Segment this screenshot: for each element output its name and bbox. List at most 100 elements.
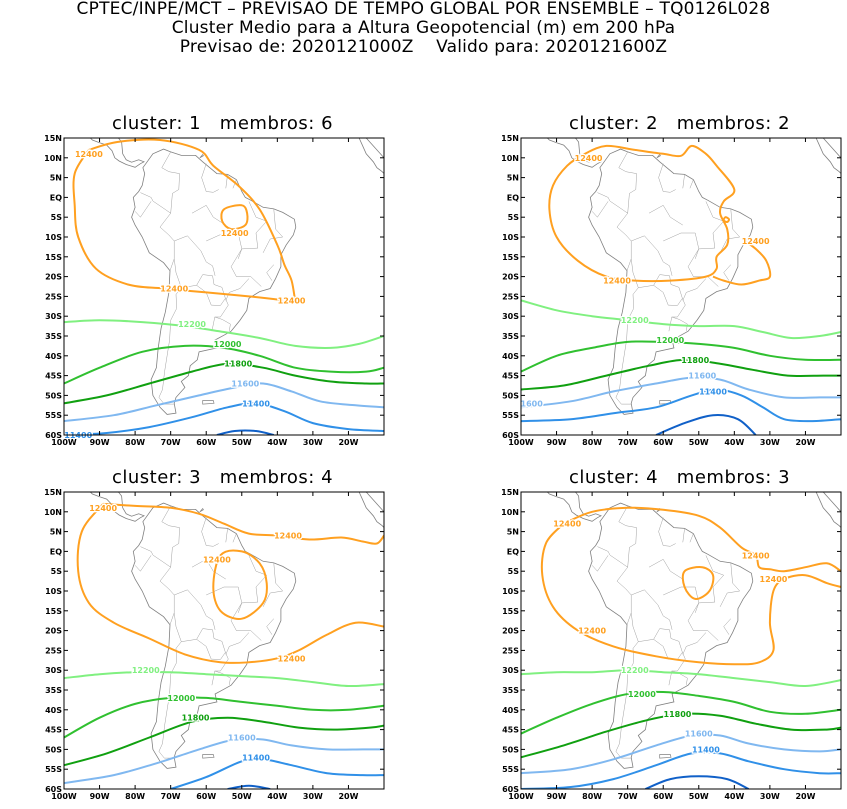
country-border: [631, 235, 673, 276]
lon-tick-label: 50W: [689, 792, 709, 801]
map-geography: [546, 492, 841, 769]
lat-tick-label: 15N: [501, 134, 519, 143]
country-border: [653, 629, 683, 660]
country-border: [631, 589, 673, 630]
country-border: [591, 201, 609, 218]
country-border: [201, 163, 219, 193]
country-border: [225, 278, 250, 301]
panel-title: cluster: 1 membros: 6: [111, 113, 334, 134]
lon-tick-label: 50W: [689, 438, 709, 447]
coastline-central-america: [89, 138, 145, 168]
country-border: [262, 563, 284, 607]
country-border: [663, 586, 700, 603]
lon-tick-label: 100W: [508, 792, 534, 801]
lon-tick-label: 70W: [161, 792, 181, 801]
contour-11800: [64, 362, 384, 405]
contour-12000: [64, 696, 384, 739]
contour-11200: [227, 784, 271, 789]
contour-lines: [64, 138, 384, 435]
lon-tick-label: 20W: [338, 438, 358, 447]
country-border: [723, 264, 731, 281]
lat-tick-label: EQ: [507, 193, 519, 202]
contour-label: 11600: [231, 380, 259, 389]
cluster-panel-1: cluster: 1 membros: 6 12400 12400 12400 124…: [8, 113, 385, 453]
contour-label: 1600: [521, 399, 544, 408]
map-geography: [89, 492, 384, 769]
country-border: [630, 258, 670, 288]
map-geography: [546, 138, 841, 415]
contour-label: 12400: [274, 532, 302, 541]
panel-title: cluster: 2 membros: 2: [568, 113, 791, 134]
lat-tick-label: 5N: [507, 528, 519, 537]
lat-tick-label: 15N: [44, 488, 62, 497]
lon-tick-label: 20W: [795, 438, 815, 447]
country-border: [668, 298, 686, 332]
contour-12400: [103, 502, 384, 545]
country-border: [161, 505, 180, 568]
country-border: [723, 618, 731, 635]
lat-tick-label: 40S: [502, 352, 519, 361]
lat-tick-label: 5N: [50, 174, 62, 183]
contour-label: 12000: [167, 694, 195, 703]
lon-tick-label: 80W: [125, 438, 145, 447]
lat-tick-label: 45S: [502, 726, 519, 735]
contour-label: 12200: [132, 666, 160, 675]
lat-tick-label: 45S: [45, 726, 62, 735]
country-border: [609, 554, 632, 625]
country-border: [262, 209, 284, 253]
panel-title: cluster: 3 membros: 4: [111, 467, 334, 488]
lon-tick-label: 60W: [196, 792, 216, 801]
country-border: [232, 533, 237, 543]
country-border: [158, 287, 182, 405]
country-border: [173, 258, 213, 288]
lat-tick-label: 50S: [45, 391, 62, 400]
country-border: [682, 174, 685, 189]
contour-12200: [64, 670, 384, 688]
country-border: [158, 641, 182, 759]
contour-label: 12000: [656, 336, 684, 345]
lon-tick-label: 30W: [303, 792, 323, 801]
lon-tick-label: 60W: [653, 438, 673, 447]
lat-tick-label: 15S: [502, 607, 519, 616]
country-border: [618, 151, 637, 214]
country-border: [140, 546, 154, 556]
lon-tick-label: 40W: [724, 792, 744, 801]
lat-tick-label: 50S: [502, 391, 519, 400]
lon-tick-label: 20W: [338, 792, 358, 801]
contour-12400: [563, 506, 841, 573]
contour-label: 12400: [553, 520, 581, 529]
lat-tick-label: 30S: [45, 312, 62, 321]
country-border: [682, 528, 685, 543]
lat-tick-label: 15S: [45, 607, 62, 616]
country-border: [211, 652, 229, 686]
contour-11600: [521, 376, 841, 409]
lat-tick-label: 40S: [45, 706, 62, 715]
coastline-africa: [815, 492, 841, 529]
header-subtitle: Cluster Medio para a Altura Geopotencial…: [171, 18, 676, 38]
coastline-falklands: [659, 754, 672, 759]
lat-tick-label: 5S: [51, 213, 63, 222]
contour-12400: [548, 144, 736, 283]
contour-12000: [521, 340, 841, 373]
contour-label: 11600: [685, 730, 713, 739]
lon-tick-label: 90W: [90, 438, 110, 447]
contour-12400: [722, 216, 731, 224]
contour-11600: [521, 733, 841, 775]
lon-tick-label: 20W: [795, 792, 815, 801]
contour-12400: [681, 566, 715, 600]
map-border: [63, 137, 385, 436]
country-border: [687, 248, 719, 287]
country-border: [211, 298, 229, 332]
coastline-island: [199, 154, 204, 159]
cluster-panel-2: cluster: 2 membros: 2 12400 12400 12400 122…: [465, 113, 842, 453]
country-border: [648, 558, 683, 580]
country-border: [615, 641, 639, 759]
lat-tick-label: 10N: [44, 154, 62, 163]
lon-tick-label: 80W: [582, 792, 602, 801]
lat-tick-label: 55S: [502, 765, 519, 774]
contour-label: 12200: [621, 316, 649, 325]
contour-label: 12400: [75, 150, 103, 159]
panel-title: cluster: 4 membros: 3: [568, 467, 791, 488]
country-border: [206, 232, 243, 249]
contour-label: 11800: [681, 356, 709, 365]
